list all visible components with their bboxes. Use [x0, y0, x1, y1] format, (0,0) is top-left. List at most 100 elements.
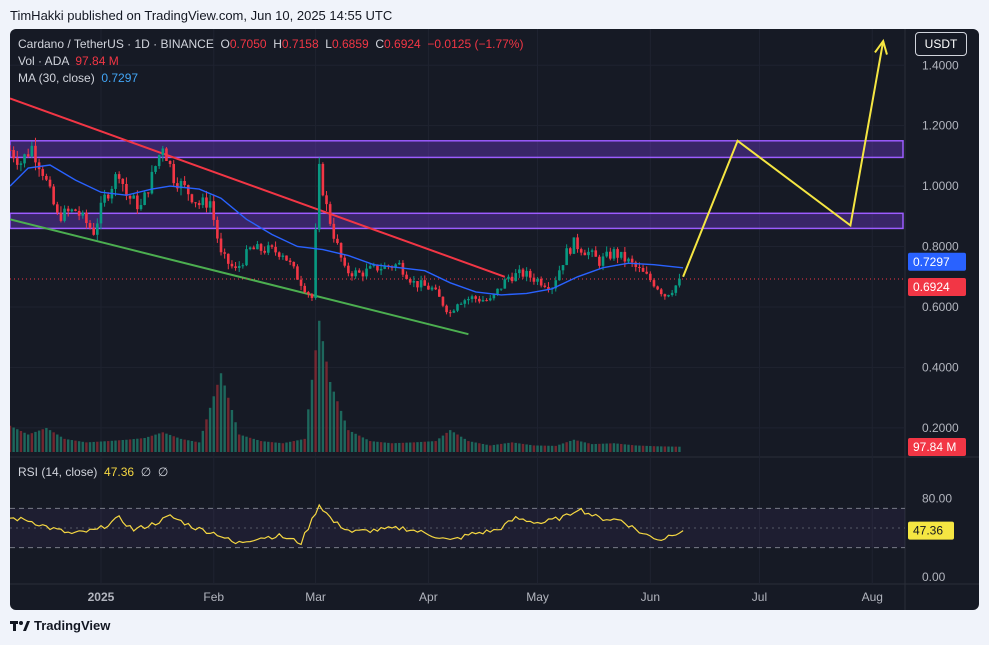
candle-body [307, 292, 310, 295]
volume-bar [594, 443, 597, 452]
candle-body [328, 204, 332, 224]
volume-bar [114, 440, 117, 452]
candle-body [619, 251, 623, 258]
volume-bar [227, 397, 230, 452]
candle-body [576, 237, 579, 250]
volume-bar [267, 441, 270, 452]
candle-body [645, 271, 648, 274]
currency-button[interactable]: USDT [915, 32, 967, 56]
candle-body [321, 163, 325, 196]
ma-price-label-text: 0.7297 [913, 255, 950, 269]
candle-body [23, 154, 26, 164]
candle-body [488, 298, 492, 301]
candle-body [350, 273, 354, 277]
volume-bar [361, 437, 365, 452]
low-label: L [325, 37, 332, 51]
candle-body [299, 279, 303, 286]
volume-bar [630, 445, 634, 452]
candle-body [383, 265, 387, 269]
candle-body [161, 148, 165, 156]
volume-bar [405, 442, 408, 452]
candle-body [288, 260, 292, 262]
volume-bar [157, 433, 161, 452]
volume-bar [77, 441, 81, 452]
volume-bar [245, 436, 248, 452]
volume-bar [81, 441, 84, 452]
candle-body [143, 192, 146, 206]
volume-bar [485, 444, 488, 452]
candle-body [285, 255, 288, 261]
volume-bar [394, 443, 397, 452]
candle-body [354, 270, 357, 277]
volume-bar [328, 382, 332, 452]
volume-bar [601, 443, 605, 452]
volume-bar [299, 439, 303, 452]
candle-body [281, 255, 285, 257]
candle-body [463, 300, 467, 304]
candle-body [66, 208, 70, 212]
volume-bar [565, 442, 568, 452]
chart-panel[interactable]: 1.4000 1.2000 1.0000 0.8000 0.6000 0.4000 0.20… [10, 29, 979, 610]
volume-bar [336, 401, 339, 452]
volume-bar [678, 446, 681, 452]
volume-bar [434, 441, 437, 452]
candle-body [154, 166, 157, 172]
rsi-value-tag [908, 521, 954, 540]
candle-body [270, 245, 274, 247]
candle-body [368, 266, 372, 269]
candle-body [267, 245, 270, 253]
volume-bar [259, 441, 263, 452]
candle-body [561, 265, 565, 271]
projection-arrowhead [874, 38, 888, 55]
volume-bar [223, 385, 226, 452]
tradingview-logo-icon [10, 619, 30, 633]
price-chart[interactable]: 1.4000 1.2000 1.0000 0.8000 0.6000 0.4000 0.20… [10, 29, 979, 610]
high-value: 0.7158 [281, 37, 319, 51]
candle-body [332, 223, 336, 239]
volume-bar [318, 320, 321, 452]
candle-body [518, 269, 521, 274]
axes: 1.4000 1.2000 1.0000 0.8000 0.6000 0.4000 0.20… [88, 58, 966, 604]
candle-body [208, 201, 212, 208]
candle-body [521, 269, 525, 277]
volume-bar [176, 437, 179, 452]
candle-body [445, 305, 448, 313]
volume-bar [514, 442, 517, 452]
ma-series [10, 164, 684, 296]
volume-bar [674, 446, 677, 452]
candle-body [37, 162, 41, 170]
candle-body [106, 194, 110, 199]
candle-body [146, 192, 150, 194]
last-price-label-text: 0.6924 [913, 280, 950, 294]
volume-bar [288, 441, 292, 452]
time-tick-label: Jul [752, 590, 767, 604]
candle-body [190, 194, 194, 203]
open-value: 0.7050 [229, 37, 267, 51]
rsi-extra-2: ∅ [157, 465, 169, 479]
candle-body [532, 277, 536, 282]
volume-bar [85, 442, 88, 452]
volume-bar [463, 438, 466, 452]
candle-body [565, 248, 568, 266]
ma-line [10, 164, 684, 296]
volume-bar [368, 441, 372, 452]
volume-bar [372, 441, 376, 452]
volume-bar [427, 441, 430, 452]
volume-bar [339, 410, 343, 452]
open-label: O [220, 37, 230, 51]
candle-body [296, 266, 299, 280]
candle-body [638, 267, 641, 269]
candle-body [510, 276, 514, 282]
ma-legend: MA (30, close) 0.7297 [18, 71, 138, 85]
candle-body [234, 266, 237, 268]
candle-body [503, 279, 507, 289]
time-tick-label: Apr [419, 590, 438, 604]
candle-body [55, 204, 59, 213]
candle-body [81, 212, 85, 216]
volume-bar [550, 445, 554, 452]
volume-bar [117, 440, 121, 452]
price-series [10, 137, 681, 317]
volume-bar [627, 444, 630, 452]
time-tick-label: Jun [641, 590, 660, 604]
close-label: C [375, 37, 385, 51]
